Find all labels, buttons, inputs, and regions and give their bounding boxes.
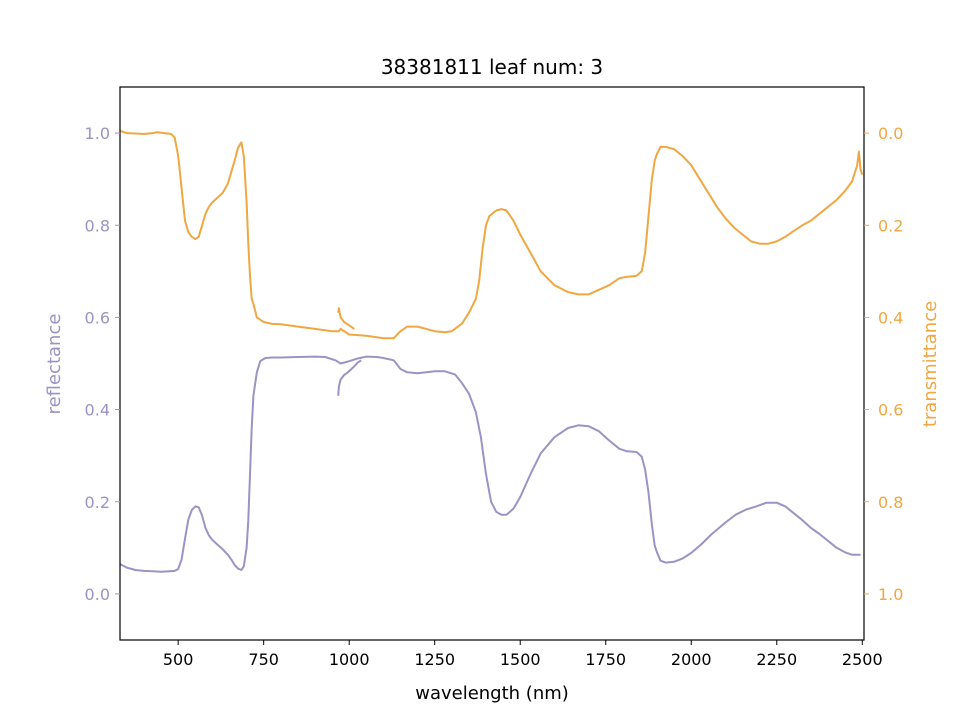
y-axis-right-label: transmittance xyxy=(920,301,941,427)
y-right-tick-label: 0.4 xyxy=(878,308,903,327)
y-axis-left: 0.0 0.2 0.4 0.6 0.8 1.0 xyxy=(85,124,120,604)
x-tick-label: 2500 xyxy=(842,650,883,669)
y-right-tick-label: 0.8 xyxy=(878,493,903,512)
y-axis-left-label: reflectance xyxy=(44,314,65,415)
series-line-left-1 xyxy=(337,359,362,396)
y-left-tick-label: 0.0 xyxy=(85,585,110,604)
x-axis-label: wavelength (nm) xyxy=(415,683,569,704)
y-right-tick-label: 0.0 xyxy=(878,124,903,143)
plot-frame xyxy=(119,86,865,641)
y-left-tick-label: 0.2 xyxy=(85,493,110,512)
series-line-left-0 xyxy=(119,355,861,573)
x-tick-label: 750 xyxy=(248,650,279,669)
chart-title: 38381811 leaf num: 3 xyxy=(381,55,603,79)
y-left-tick-label: 1.0 xyxy=(85,124,110,143)
x-tick-label: 2000 xyxy=(671,650,712,669)
y-right-tick-label: 0.2 xyxy=(878,216,903,235)
y-left-tick-label: 0.6 xyxy=(85,308,110,327)
y-left-tick-label: 0.4 xyxy=(85,401,110,420)
x-tick-label: 500 xyxy=(163,650,194,669)
y-axis-right: 0.0 0.2 0.4 0.6 0.8 1.0 xyxy=(864,124,903,604)
series-line-right-3 xyxy=(337,307,355,330)
y-right-tick-label: 1.0 xyxy=(878,585,903,604)
y-right-tick-label: 0.6 xyxy=(878,401,903,420)
y-left-tick-label: 0.8 xyxy=(85,216,110,235)
x-axis: 500 750 1000 1250 1500 1750 2000 2250 2500 xyxy=(163,640,883,669)
series-line-right-2 xyxy=(119,129,864,340)
x-tick-label: 1250 xyxy=(414,650,455,669)
x-tick-label: 2250 xyxy=(756,650,797,669)
x-tick-label: 1000 xyxy=(329,650,370,669)
x-tick-label: 1500 xyxy=(500,650,541,669)
series-layer xyxy=(119,129,864,573)
x-tick-label: 1750 xyxy=(585,650,626,669)
